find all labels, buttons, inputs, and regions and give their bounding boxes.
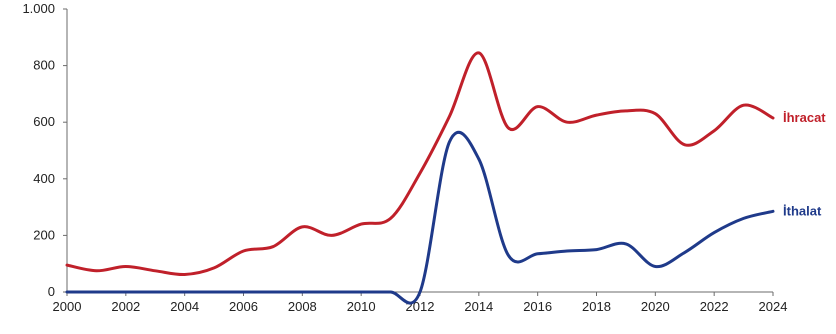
x-tick-label: 2000	[53, 299, 82, 314]
x-tick-label: 2018	[582, 299, 611, 314]
y-tick-label: 200	[33, 227, 55, 242]
series-line-1	[65, 130, 775, 305]
x-tick-label: 2016	[523, 299, 552, 314]
x-tick-label: 2020	[641, 299, 670, 314]
y-tick-label: 0	[48, 284, 55, 299]
y-tick-label: 600	[33, 114, 55, 129]
x-tick-label: 2012	[406, 299, 435, 314]
series-lines	[65, 51, 775, 305]
x-axis-ticks: 2000 2002 2004 2006 2008 2010 2012 2014 2016 2018…	[53, 292, 788, 314]
x-tick-label: 2008	[288, 299, 317, 314]
y-tick-label: 1.000	[22, 1, 55, 16]
series-line-0	[65, 51, 775, 277]
x-tick-label: 2002	[111, 299, 140, 314]
x-tick-label: 2004	[170, 299, 199, 314]
y-axis-ticks: 0 200 400 600 800 1.000	[22, 1, 67, 299]
series-label-1: İthalat	[783, 203, 822, 218]
y-tick-label: 800	[33, 58, 55, 73]
series-labels: İhracat İthalat	[783, 110, 826, 218]
x-tick-label: 2014	[464, 299, 493, 314]
x-tick-label: 2006	[229, 299, 258, 314]
x-tick-label: 2022	[700, 299, 729, 314]
x-tick-label: 2010	[347, 299, 376, 314]
series-label-0: İhracat	[783, 110, 826, 125]
x-tick-label: 2024	[759, 299, 788, 314]
y-tick-label: 400	[33, 171, 55, 186]
